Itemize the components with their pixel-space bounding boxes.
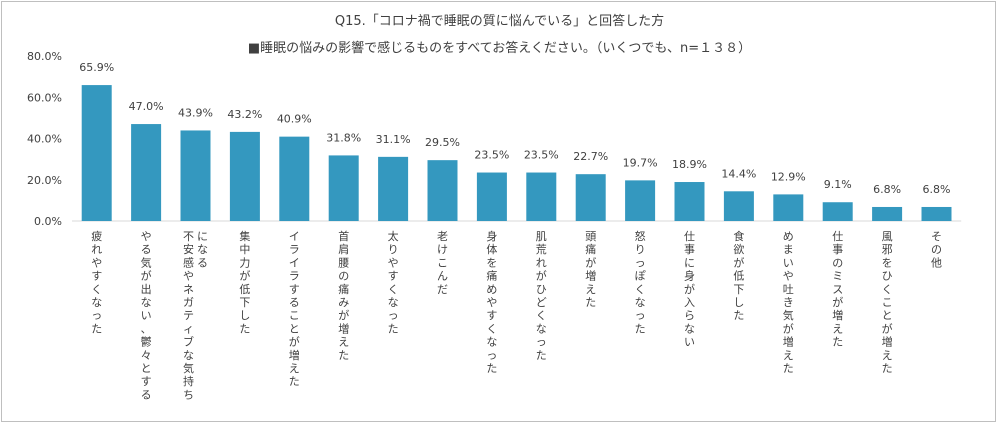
bar (180, 130, 211, 221)
bar (625, 180, 656, 221)
bar (229, 131, 260, 221)
bar (723, 191, 754, 221)
bar (131, 124, 162, 221)
data-label: 22.7% (573, 150, 608, 163)
data-label: 31.1% (376, 133, 411, 146)
category-label: 疲れやすくなった (91, 229, 102, 335)
bar (279, 136, 310, 221)
category-labels: 疲れやすくなった やる気が出ない、鬱々とする 不安感やネガティブな気持ちになる 集中力… (91, 229, 942, 401)
bar (575, 174, 606, 221)
y-tick-label: 80.0% (27, 50, 62, 63)
category-label: 身体を痛めやすくなった (486, 229, 497, 375)
category-label: その他 (931, 230, 942, 269)
bar (476, 172, 507, 221)
bar (773, 194, 804, 221)
data-label: 47.0% (129, 100, 164, 113)
data-label: 31.8% (326, 131, 361, 144)
bar (81, 85, 112, 221)
data-label: 23.5% (474, 149, 509, 162)
y-tick-label: 40.0% (27, 133, 62, 146)
category-label: 食欲が低下した (733, 229, 744, 322)
chart-title: Q15.「コロナ禍で睡眠の質に悩んでいる」と回答した方 (334, 14, 665, 29)
category-label: 肌荒れがひどくなった (536, 230, 547, 362)
category-label: 老けこんだ (437, 230, 448, 296)
bar (526, 172, 557, 221)
bar (378, 156, 409, 221)
category-label: 頭痛が増えた (585, 230, 596, 309)
category-label: 集中力が低下した (239, 229, 250, 335)
bar (328, 155, 359, 221)
y-tick-label: 0.0% (34, 215, 62, 228)
data-label: 6.8% (923, 183, 951, 196)
data-label: 29.5% (425, 136, 460, 149)
data-label: 12.9% (771, 170, 806, 183)
data-labels: 65.9% 47.0% 43.9% 43.2% 40.9% 31.8% 31.1% 29.5%… (79, 61, 950, 196)
y-tick-label: 60.0% (27, 91, 62, 104)
data-label: 43.2% (227, 108, 262, 121)
bars (81, 85, 952, 221)
data-label: 18.9% (672, 158, 707, 171)
bar (872, 206, 903, 221)
chart-subtitle: ■睡眠の悩みの影響で感じるものをすべてお答えください。（いくつでも、n=１３８） (247, 41, 752, 56)
data-label: 23.5% (524, 149, 559, 162)
data-label: 19.7% (623, 156, 658, 169)
data-label: 65.9% (79, 61, 114, 74)
category-label: 仕事のミスが増えた (832, 230, 843, 349)
bar (921, 206, 952, 221)
y-tick-label: 20.0% (27, 174, 62, 187)
data-label: 40.9% (277, 113, 312, 126)
data-label: 9.1% (824, 178, 852, 191)
category-label: 仕事に身が入らない (684, 230, 695, 349)
category-label: 風邪をひくことが増えた (882, 230, 893, 375)
category-label: やる気が出ない、鬱々とする (141, 230, 152, 401)
data-label: 14.4% (721, 167, 756, 180)
category-label: めまいや吐き気が増えた (783, 230, 794, 375)
bar (427, 160, 458, 221)
category-label: 太りやすくなった (388, 230, 399, 335)
category-label: 怒りっぽくなった (635, 229, 646, 335)
bar (822, 202, 853, 221)
category-label: 首肩腰の痛みが増えた (338, 229, 349, 362)
y-axis: 0.0% 20.0% 40.0% 60.0% 80.0% (27, 50, 962, 228)
category-label: イライラすることが増えた (289, 230, 300, 388)
bar (674, 182, 705, 221)
data-label: 6.8% (873, 183, 901, 196)
data-label: 43.9% (178, 106, 213, 119)
category-label: 不安感やネガティブな気持ちになる (183, 230, 208, 401)
